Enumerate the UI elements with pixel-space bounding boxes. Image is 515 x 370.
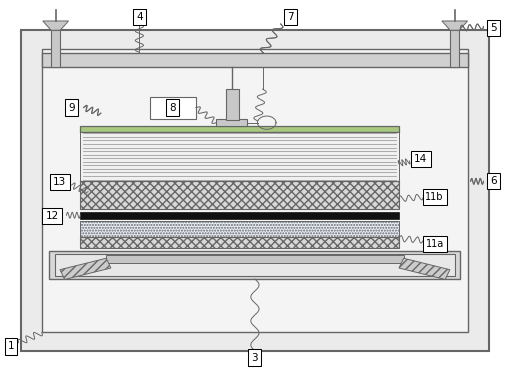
Text: 13: 13 — [53, 177, 66, 187]
Bar — [150, 97, 196, 119]
Bar — [21, 30, 489, 351]
Text: 3: 3 — [252, 353, 258, 363]
Bar — [80, 132, 399, 181]
Text: 1: 1 — [8, 342, 14, 351]
Text: 14: 14 — [414, 154, 427, 164]
Bar — [80, 221, 399, 236]
Polygon shape — [43, 21, 68, 30]
Bar — [450, 30, 459, 67]
Text: 4: 4 — [136, 12, 143, 22]
Bar — [226, 89, 239, 121]
Bar — [216, 120, 247, 126]
Text: 12: 12 — [45, 211, 59, 221]
Bar — [80, 212, 399, 219]
Text: 7: 7 — [287, 12, 294, 22]
Bar — [51, 30, 60, 67]
Bar — [55, 254, 455, 276]
Text: 9: 9 — [68, 102, 75, 112]
Polygon shape — [60, 258, 111, 279]
Text: 8: 8 — [169, 102, 176, 112]
Text: 11a: 11a — [425, 239, 444, 249]
Bar — [42, 48, 468, 332]
Text: 5: 5 — [490, 23, 497, 33]
Polygon shape — [442, 21, 468, 30]
Polygon shape — [399, 258, 450, 279]
Bar — [49, 251, 460, 279]
Bar — [80, 236, 399, 248]
Text: 6: 6 — [490, 176, 497, 186]
Bar — [80, 181, 399, 209]
Bar — [80, 126, 399, 132]
Bar — [42, 53, 468, 67]
Bar — [106, 255, 404, 263]
Text: 11b: 11b — [425, 192, 444, 202]
